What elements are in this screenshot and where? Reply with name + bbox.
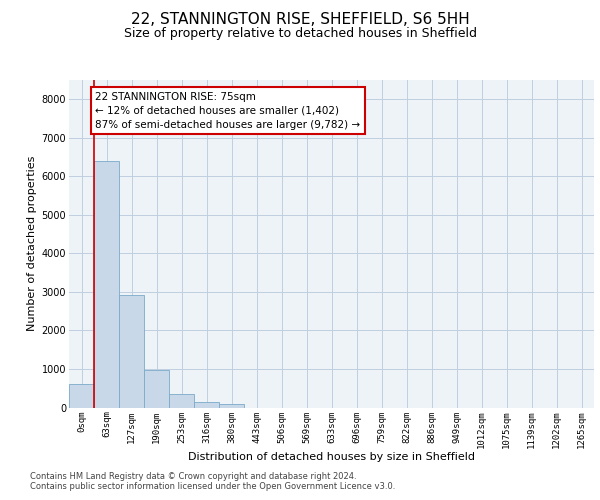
Bar — [194, 402, 219, 407]
Y-axis label: Number of detached properties: Number of detached properties — [28, 156, 37, 332]
Text: 22 STANNINGTON RISE: 75sqm
← 12% of detached houses are smaller (1,402)
87% of s: 22 STANNINGTON RISE: 75sqm ← 12% of deta… — [95, 92, 361, 130]
Text: Size of property relative to detached houses in Sheffield: Size of property relative to detached ho… — [124, 28, 476, 40]
Text: Contains public sector information licensed under the Open Government Licence v3: Contains public sector information licen… — [30, 482, 395, 491]
Bar — [144, 370, 169, 408]
Bar — [69, 384, 94, 407]
Text: 22, STANNINGTON RISE, SHEFFIELD, S6 5HH: 22, STANNINGTON RISE, SHEFFIELD, S6 5HH — [131, 12, 469, 28]
Bar — [219, 404, 244, 407]
Bar — [94, 161, 119, 408]
X-axis label: Distribution of detached houses by size in Sheffield: Distribution of detached houses by size … — [188, 452, 475, 462]
Text: Contains HM Land Registry data © Crown copyright and database right 2024.: Contains HM Land Registry data © Crown c… — [30, 472, 356, 481]
Bar — [119, 295, 144, 408]
Bar — [169, 394, 194, 407]
